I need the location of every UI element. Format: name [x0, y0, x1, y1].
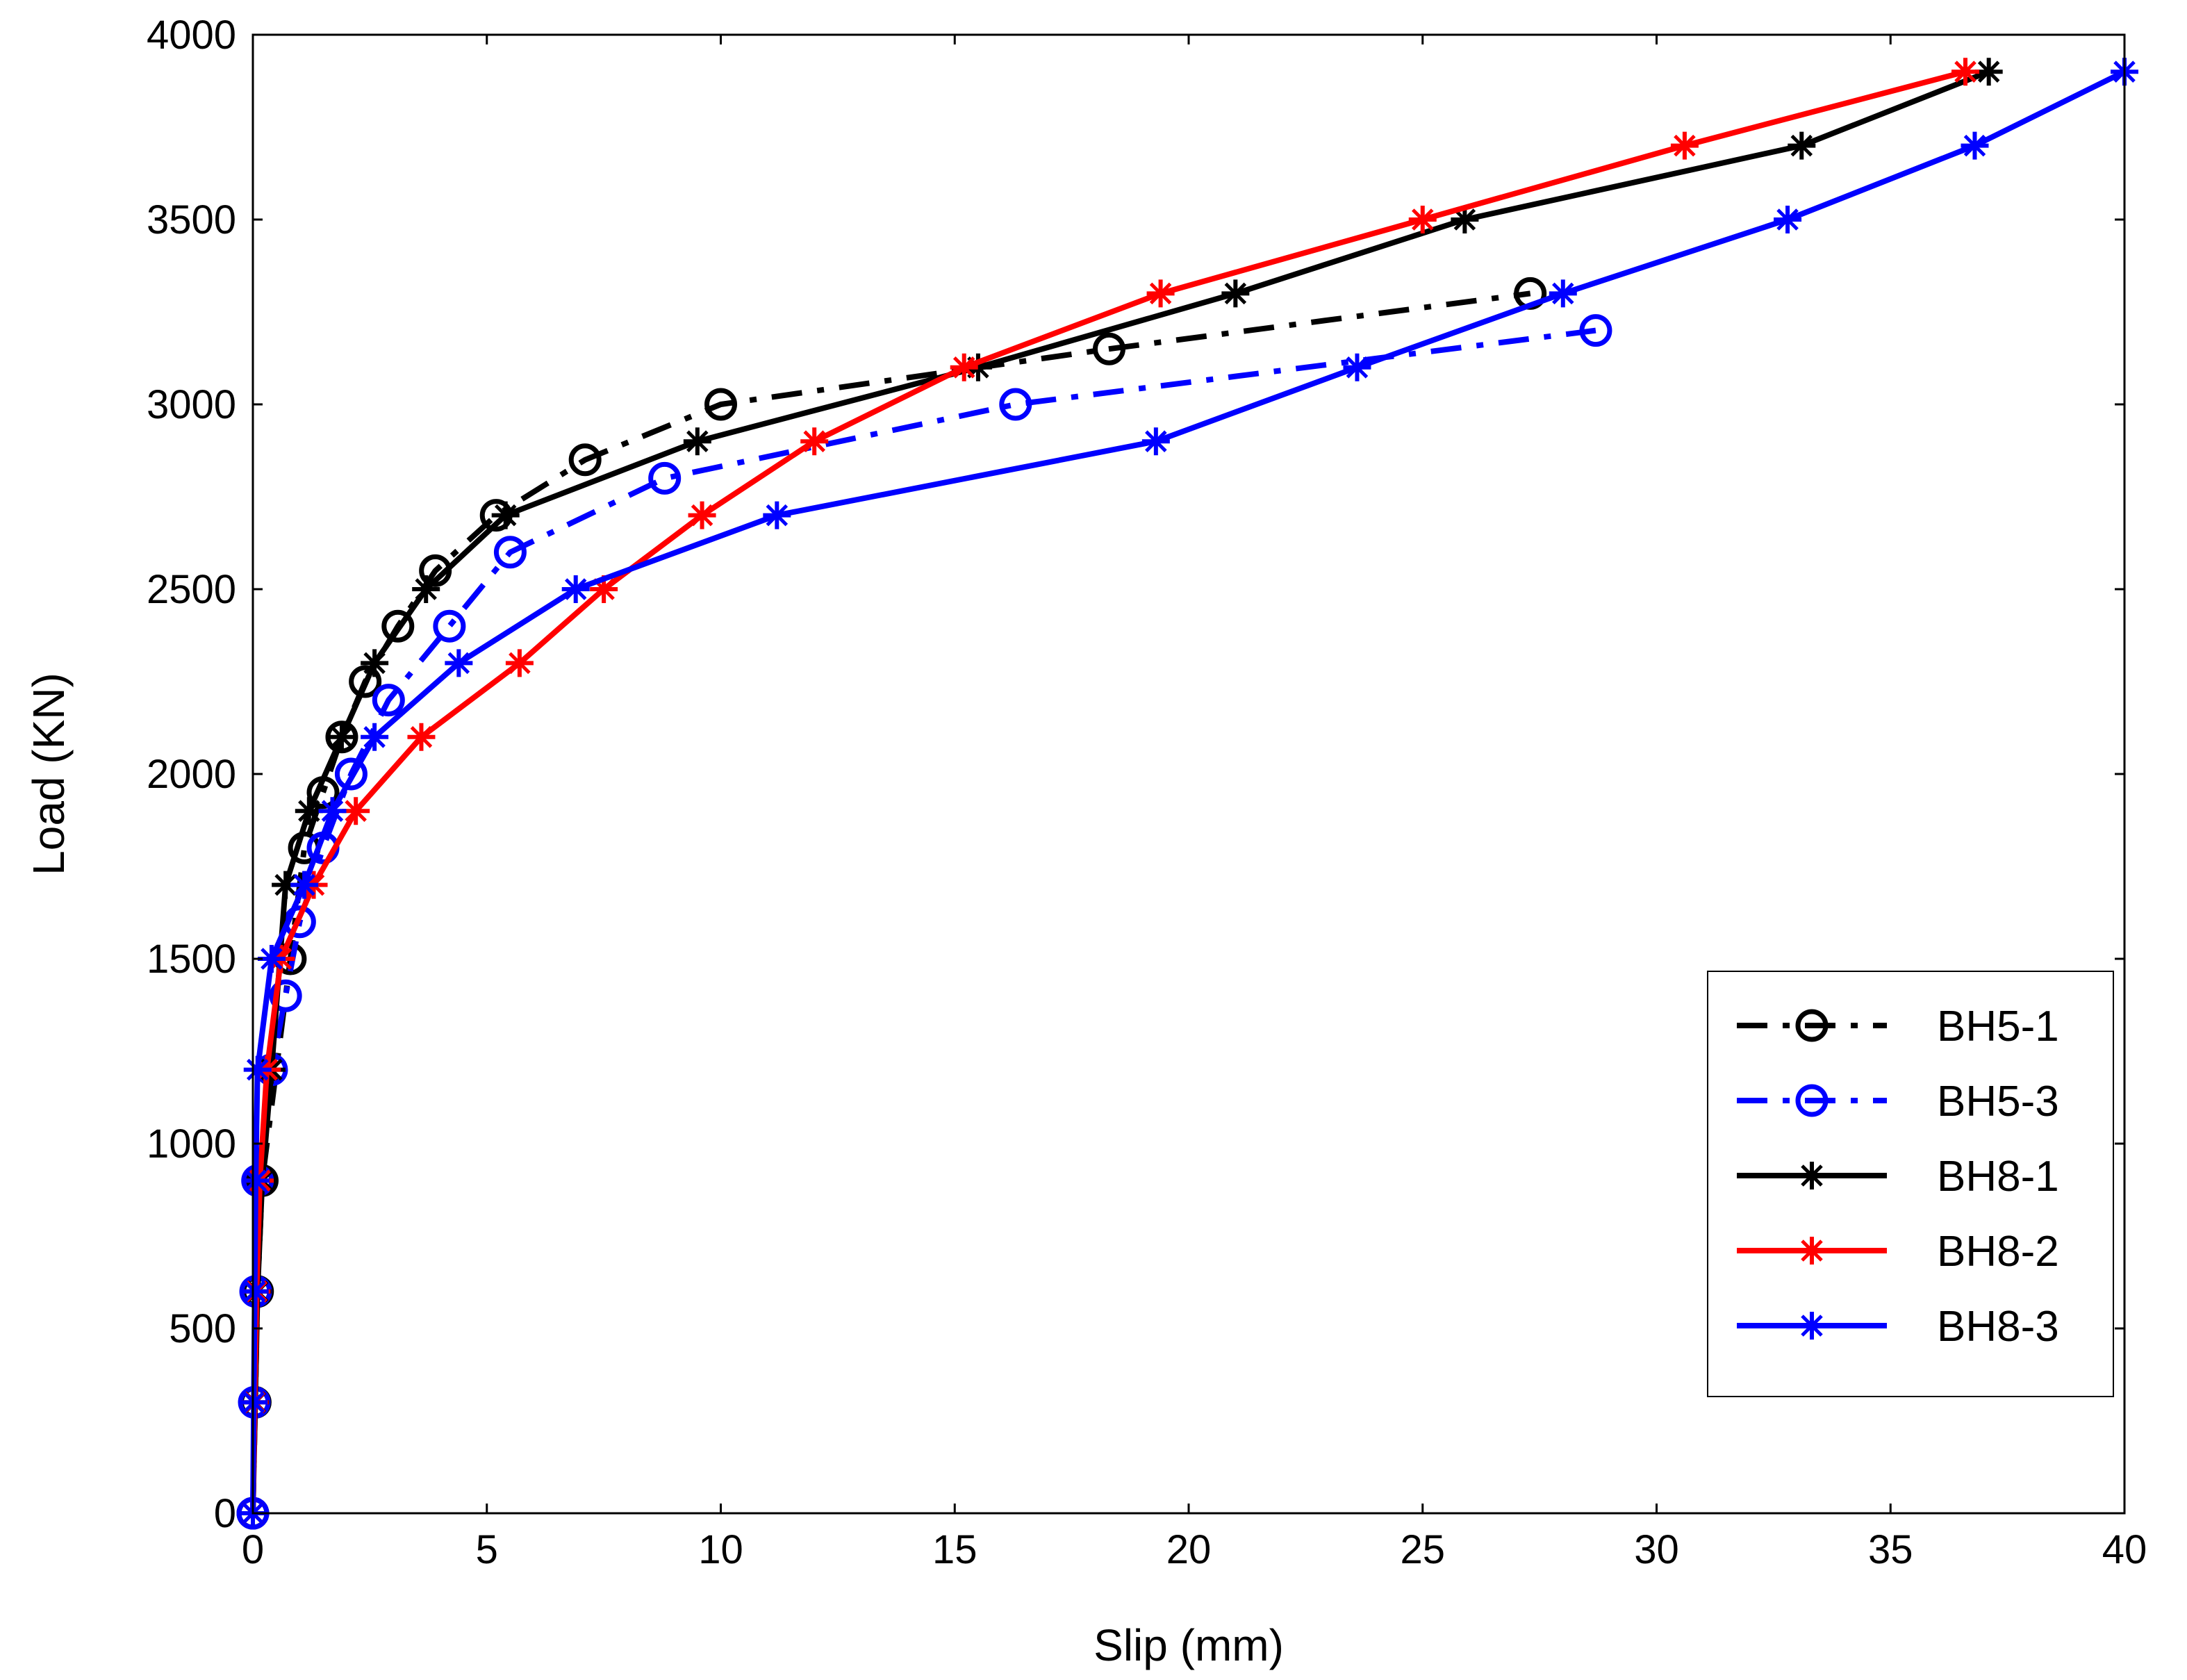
data-point [683, 427, 711, 456]
data-point [491, 501, 520, 529]
data-point [445, 649, 473, 677]
plot-frame [251, 33, 2126, 1515]
data-point [272, 871, 300, 899]
x-tick-label: 30 [1634, 1527, 1679, 1572]
data-point [349, 665, 382, 698]
legend-label: BH8-2 [1937, 1228, 2059, 1276]
data-point [1146, 279, 1175, 308]
legend-item: BH8-1 [1737, 1153, 2059, 1201]
data-point [243, 1055, 272, 1084]
data-point [1343, 353, 1371, 381]
y-tick-label: 3500 [147, 197, 236, 242]
y-tick-label: 0 [214, 1491, 236, 1536]
data-point [1221, 279, 1250, 308]
data-point [763, 501, 791, 529]
ticks-layer: 0 5 10 15 20 25 30 35 40 0 500 1000 1500 2000 2500 3000… [147, 13, 2147, 1572]
x-axis-title: Slip (mm) [1094, 1620, 1284, 1670]
legend-marker [1795, 1009, 1829, 1042]
data-point [295, 797, 323, 825]
legend-label: BH5-3 [1937, 1078, 2059, 1126]
series-bh8-3 [239, 58, 2138, 1527]
data-point [688, 501, 716, 529]
data-point [1141, 427, 1170, 456]
data-point [999, 388, 1032, 421]
y-tick-label: 500 [169, 1306, 236, 1351]
data-point [342, 797, 370, 825]
y-tick-label: 1500 [147, 937, 236, 982]
data-point [1579, 314, 1612, 347]
data-point [1951, 58, 1980, 86]
data-point [433, 609, 466, 643]
data-point [1774, 206, 1802, 233]
legend-label: BH8-1 [1937, 1153, 2059, 1201]
data-point [361, 649, 389, 677]
y-tick-label: 1000 [147, 1121, 236, 1167]
x-tick-label: 10 [698, 1527, 743, 1572]
data-point [568, 443, 602, 477]
data-point [1408, 206, 1437, 233]
y-tick-label: 4000 [147, 13, 236, 58]
data-point [1549, 279, 1577, 308]
y-axis-title: Load (KN) [24, 673, 74, 875]
series-line [250, 69, 2126, 1514]
data-point [327, 723, 356, 751]
legend-marker [1798, 1237, 1826, 1265]
data-point [800, 427, 829, 456]
series-layer [236, 58, 2138, 1530]
data-point [318, 797, 347, 825]
data-point [269, 979, 302, 1012]
x-tick-label: 25 [1400, 1527, 1445, 1572]
data-point [505, 649, 534, 677]
data-point [1093, 332, 1126, 365]
y-tick-label: 2000 [147, 752, 236, 797]
data-point [240, 1277, 269, 1306]
data-point [361, 723, 389, 751]
legend-label: BH8-3 [1937, 1303, 2059, 1351]
data-point [493, 536, 527, 569]
series-line [250, 69, 1967, 1514]
x-tick-label: 20 [1166, 1527, 1212, 1572]
data-point [290, 871, 319, 899]
legend-marker [1798, 1312, 1826, 1340]
data-point [412, 575, 440, 603]
legend: BH5-1 BH5-3 BH8-1 BH8-2 BH8-3 [1707, 971, 2114, 1397]
data-point [704, 388, 737, 421]
data-point [407, 723, 436, 751]
data-point [648, 461, 682, 495]
data-point [381, 609, 415, 643]
data-point [242, 1167, 270, 1195]
legend-marker [1795, 1084, 1829, 1117]
x-tick-label: 40 [2102, 1527, 2147, 1572]
legend-item: BH5-3 [1737, 1078, 2059, 1126]
legend-item: BH5-1 [1737, 1003, 2059, 1051]
legend-item: BH8-3 [1737, 1303, 2059, 1351]
data-point [1670, 131, 1699, 160]
x-tick-label: 15 [932, 1527, 977, 1572]
data-point [1974, 58, 2003, 86]
legend-label: BH5-1 [1937, 1003, 2059, 1051]
y-tick-label: 3000 [147, 382, 236, 427]
series-line [250, 327, 1596, 1514]
data-point [334, 757, 368, 791]
legend-marker [1798, 1162, 1826, 1189]
data-point [372, 684, 405, 717]
x-tick-label: 5 [476, 1527, 498, 1572]
x-tick-label: 35 [1868, 1527, 1913, 1572]
data-point [1788, 131, 1816, 160]
data-point [561, 575, 590, 603]
y-tick-label: 2500 [147, 567, 236, 612]
legend-item: BH8-2 [1737, 1228, 2059, 1276]
data-point [950, 353, 978, 381]
data-point [1961, 131, 1989, 160]
x-tick-label: 0 [242, 1527, 264, 1572]
